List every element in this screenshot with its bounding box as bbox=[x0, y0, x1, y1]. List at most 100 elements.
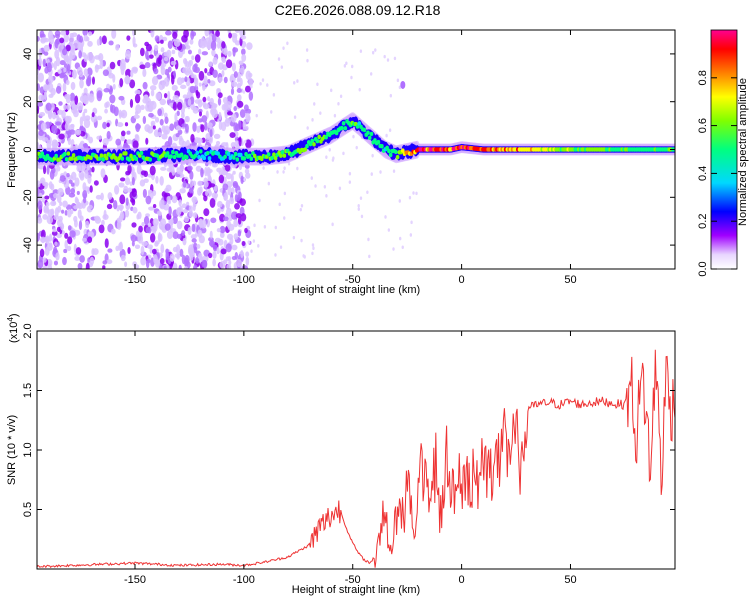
noise-dot bbox=[145, 137, 149, 145]
noise-dot bbox=[55, 252, 60, 261]
noise-dot bbox=[167, 40, 173, 49]
noise-dot bbox=[86, 187, 91, 195]
noise-dot bbox=[231, 244, 238, 251]
ridge-cell bbox=[185, 155, 189, 160]
noise-dot bbox=[231, 81, 238, 88]
noise-dot bbox=[204, 30, 210, 37]
x-tick-label: 50 bbox=[564, 274, 576, 286]
colorbar: 0.0 0.2 0.4 0.6 0.8 Normalized spectral ampl… bbox=[697, 29, 749, 277]
noise-dot bbox=[103, 88, 110, 93]
noise-dot bbox=[46, 215, 54, 225]
noise-dot bbox=[69, 92, 76, 103]
noise-dot bbox=[88, 204, 93, 210]
ridge-cell bbox=[394, 149, 398, 155]
noise-dot bbox=[106, 130, 111, 140]
noise-dot bbox=[224, 109, 228, 119]
noise-dot bbox=[176, 220, 183, 230]
noise-dot bbox=[248, 91, 254, 101]
ridge-cell bbox=[197, 154, 201, 160]
ridge-cell bbox=[272, 152, 276, 157]
noise-dot bbox=[58, 133, 65, 140]
noise-dot bbox=[219, 225, 226, 234]
noise-dot bbox=[39, 248, 45, 258]
noise-dot bbox=[63, 54, 68, 61]
noise-dot bbox=[74, 95, 79, 105]
noise-dot bbox=[124, 122, 129, 127]
noise-dot bbox=[56, 233, 63, 239]
noise-dot bbox=[176, 110, 180, 117]
noise-dot bbox=[227, 185, 232, 196]
noise-dot bbox=[154, 117, 160, 123]
ridge-cell bbox=[148, 157, 153, 162]
noise-dot bbox=[203, 75, 208, 86]
noise-dot bbox=[187, 165, 193, 171]
noise-dot bbox=[108, 40, 114, 46]
noise-dot bbox=[216, 247, 220, 255]
noise-dot bbox=[387, 228, 391, 232]
noise-dot bbox=[199, 186, 203, 194]
noise-dot bbox=[306, 126, 309, 130]
noise-dot bbox=[160, 39, 164, 44]
noise-dot bbox=[179, 164, 185, 171]
noise-dot bbox=[305, 48, 309, 52]
noise-dot bbox=[330, 88, 333, 93]
noise-dot bbox=[302, 254, 305, 258]
noise-dot bbox=[55, 121, 62, 126]
noise-dot bbox=[142, 68, 147, 78]
noise-dot bbox=[120, 134, 126, 142]
noise-dot bbox=[107, 192, 113, 200]
noise-dot bbox=[231, 32, 238, 38]
noise-dot bbox=[172, 231, 179, 240]
noise-dot bbox=[91, 76, 96, 85]
noise-dot bbox=[209, 230, 213, 239]
colorbar-tick-label: 0.0 bbox=[697, 261, 709, 276]
noise-dot bbox=[124, 209, 130, 218]
noise-dot bbox=[54, 30, 61, 37]
noise-dot bbox=[87, 174, 92, 185]
noise-dot bbox=[195, 89, 199, 97]
noise-dot bbox=[244, 125, 249, 131]
ridge-cell bbox=[155, 153, 159, 158]
noise-dot bbox=[245, 112, 251, 123]
noise-dot bbox=[37, 200, 43, 210]
noise-dot bbox=[150, 30, 155, 38]
noise-dot bbox=[311, 243, 315, 247]
noise-dot bbox=[124, 75, 131, 85]
noise-dot bbox=[160, 66, 166, 76]
noise-dot bbox=[175, 132, 180, 138]
noise-dot bbox=[410, 220, 413, 225]
noise-dot bbox=[53, 192, 59, 199]
noise-dot bbox=[142, 188, 147, 198]
noise-dot bbox=[368, 254, 371, 259]
ridge-cell bbox=[252, 153, 257, 159]
noise-dot bbox=[77, 262, 83, 269]
noise-dot bbox=[215, 30, 220, 38]
ridge-cell bbox=[366, 130, 370, 135]
noise-dot bbox=[45, 201, 50, 207]
noise-dot bbox=[398, 199, 401, 203]
noise-dot bbox=[63, 33, 70, 43]
noise-dot bbox=[225, 164, 231, 172]
noise-dot bbox=[234, 30, 241, 33]
ridge-cell bbox=[357, 121, 362, 126]
noise-dot bbox=[242, 90, 246, 94]
noise-dot bbox=[212, 56, 218, 65]
noise-dot bbox=[240, 213, 247, 222]
noise-dot bbox=[65, 204, 73, 211]
noise-dot bbox=[200, 167, 204, 178]
y-tick-label: 1.0 bbox=[22, 442, 34, 457]
noise-dot bbox=[233, 233, 239, 240]
noise-dot bbox=[243, 177, 246, 182]
noise-dot bbox=[134, 93, 141, 104]
noise-dot bbox=[83, 87, 88, 95]
noise-dot bbox=[167, 66, 172, 73]
noise-dot bbox=[130, 70, 134, 78]
noise-dot bbox=[267, 181, 271, 186]
noise-dot bbox=[386, 58, 390, 62]
noise-dot bbox=[117, 122, 124, 128]
noise-dot bbox=[37, 259, 44, 269]
noise-dot bbox=[38, 192, 43, 201]
ridge-cell bbox=[172, 154, 177, 160]
noise-dot bbox=[68, 129, 76, 135]
snr-panel: -150 -100 -50 0 50 0.5 1.0 1.5 2.0 Height of st… bbox=[6, 313, 676, 596]
